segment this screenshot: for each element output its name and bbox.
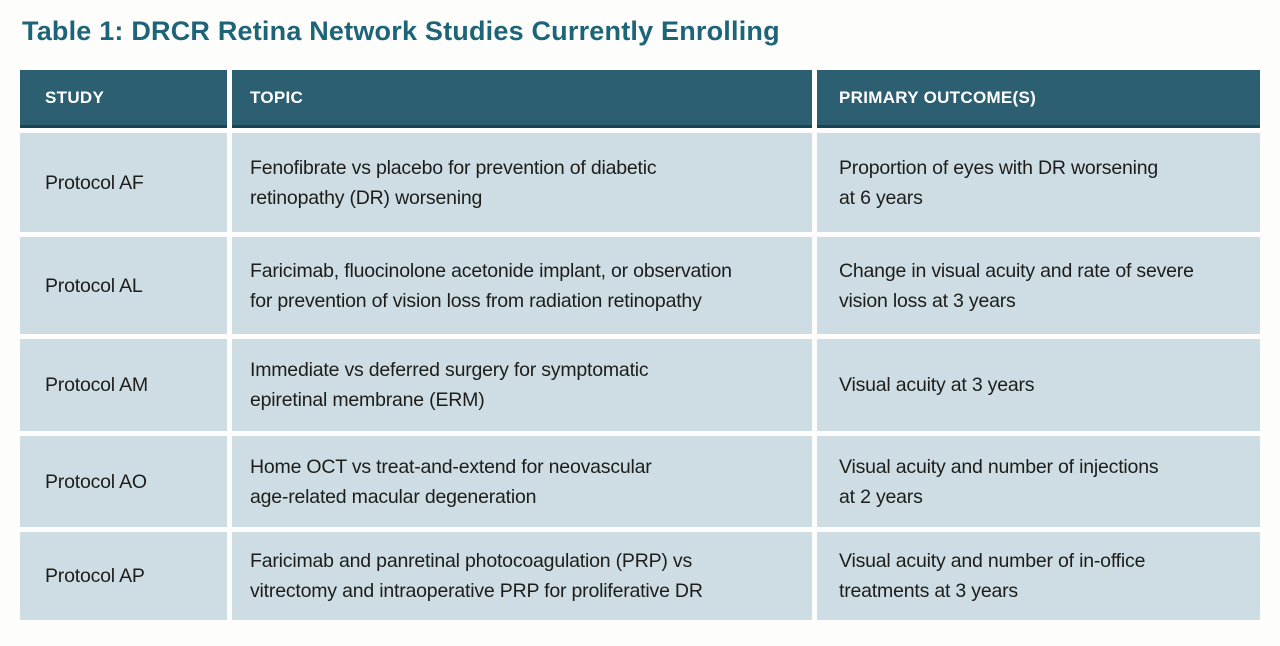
table-row-2-study-cell: Protocol AL [20,237,227,334]
column-header-primary-outcomes: PRIMARY OUTCOME(S) [817,70,1260,128]
table-row-5-outcome-cell: Visual acuity and number of in-office tr… [817,532,1260,620]
table-row-1-topic-cell: Fenofibrate vs placebo for prevention of… [232,133,812,232]
page-title: Table 1: DRCR Retina Network Studies Cur… [22,16,780,46]
table-row-3-study-cell: Protocol AM [20,339,227,431]
table-row-4-topic-cell: Home OCT vs treat-and-extend for neovasc… [232,436,812,527]
column-header-study: STUDY [20,70,227,128]
table-row-1-outcome-cell: Proportion of eyes with DR worsening at … [817,133,1260,232]
table-row-2-outcome-cell: Change in visual acuity and rate of seve… [817,237,1260,334]
table-row-5-study-cell: Protocol AP [20,532,227,620]
column-header-topic: TOPIC [232,70,812,128]
table-row-4-study-cell: Protocol AO [20,436,227,527]
table-row-1-study-cell: Protocol AF [20,133,227,232]
table-row-2-topic-cell: Faricimab, fluocinolone acetonide implan… [232,237,812,334]
table-row-4-outcome-cell: Visual acuity and number of injections a… [817,436,1260,527]
studies-table: STUDY TOPIC PRIMARY OUTCOME(S) Protocol … [20,70,1260,620]
table-row-3-topic-cell: Immediate vs deferred surgery for sympto… [232,339,812,431]
table-row-3-outcome-cell: Visual acuity at 3 years [817,339,1260,431]
table-row-5-topic-cell: Faricimab and panretinal photocoagulatio… [232,532,812,620]
